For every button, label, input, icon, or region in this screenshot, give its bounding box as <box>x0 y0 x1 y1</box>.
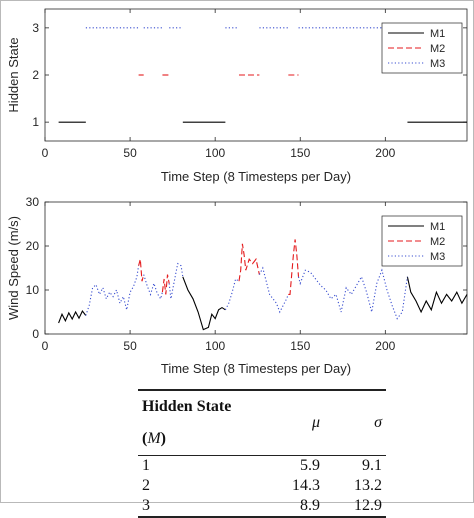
x-tick-label: 150 <box>290 146 310 160</box>
table-row: 2 14.3 13.2 <box>138 476 386 496</box>
series-m1-line <box>58 310 87 324</box>
series-m2-line <box>161 274 170 295</box>
cell-sigma: 9.1 <box>362 457 382 474</box>
y-tick-label: 1 <box>32 115 39 129</box>
cell-mu: 14.3 <box>292 477 320 494</box>
series-m2-line <box>288 239 300 295</box>
y-axis-label: Wind Speed (m/s) <box>6 216 21 320</box>
chart-2: 0 50 100 150 200 0 10 20 30 Time Step (8 Timestep… <box>6 195 468 376</box>
y-axis-label: Hidden State <box>6 37 21 112</box>
series-m1-line <box>406 276 468 314</box>
chart-1: 0 50 100 150 200 1 2 3 Time Step (8 Timesteps pe… <box>6 8 468 184</box>
cell-mu: 5.9 <box>300 457 320 474</box>
y-tick-label: 2 <box>32 68 39 82</box>
y-tick-label: 30 <box>26 195 40 209</box>
legend-label-m2: M2 <box>430 43 445 55</box>
x-tick-label: 50 <box>123 339 137 353</box>
x-tick-label: 50 <box>123 146 137 160</box>
legend-box <box>381 22 463 74</box>
x-tick-label: 200 <box>375 339 395 353</box>
legend: M1 M2 M3 <box>381 215 463 267</box>
x-axis-label: Time Step (8 Timesteps per Day) <box>161 169 351 184</box>
cell-mu: 8.9 <box>300 497 320 514</box>
x-tick-label: 200 <box>375 146 395 160</box>
series-m1-line <box>182 276 226 331</box>
cell-state: 3 <box>142 497 150 514</box>
series-m2-line <box>238 243 260 282</box>
x-tick-label: 100 <box>205 146 225 160</box>
legend-label-m3: M3 <box>430 251 445 263</box>
y-tick-label: 3 <box>32 21 39 35</box>
header-m-symbol: M <box>147 430 161 447</box>
series-m3-line <box>258 266 289 314</box>
series-m2-line <box>138 259 145 282</box>
legend-label-m2: M2 <box>430 236 445 248</box>
x-tick-label: 0 <box>42 146 49 160</box>
legend-label-m3: M3 <box>430 58 445 70</box>
x-axis-label: Time Step (8 Timesteps per Day) <box>161 361 351 376</box>
x-tick-label: 0 <box>42 339 49 353</box>
legend: M1 M2 M3 <box>381 22 463 74</box>
header-sigma: σ <box>374 414 382 431</box>
series-m3-line <box>85 265 140 316</box>
legend-box <box>381 215 463 267</box>
cell-sigma: 13.2 <box>354 477 382 494</box>
y-tick-label: 0 <box>32 327 39 341</box>
legend-label-m1: M1 <box>430 28 445 40</box>
y-tick-label: 10 <box>26 283 40 297</box>
header-mu: μ <box>311 414 320 431</box>
table-row: 3 8.9 12.9 <box>138 496 386 517</box>
x-tick-label: 100 <box>205 339 225 353</box>
table-header-row: Hidden State (M) μ σ <box>138 390 386 456</box>
table-row: 1 5.9 9.1 <box>138 456 386 477</box>
cell-sigma: 12.9 <box>354 497 382 514</box>
header-hidden-state: Hidden State (M) <box>142 398 232 447</box>
cell-state: 1 <box>142 457 150 474</box>
legend-label-m1: M1 <box>430 221 445 233</box>
hidden-state-stats-table: Hidden State (M) μ σ 1 5.9 9.1 2 14.3 13… <box>138 389 386 518</box>
y-tick-label: 20 <box>26 239 40 253</box>
x-tick-label: 150 <box>290 339 310 353</box>
cell-state: 2 <box>142 477 150 494</box>
